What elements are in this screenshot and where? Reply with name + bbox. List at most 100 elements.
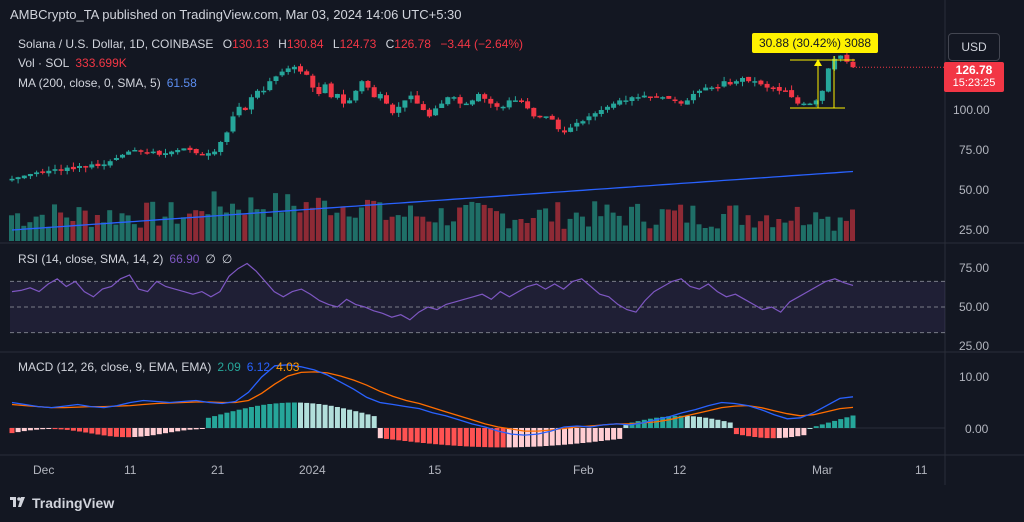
macd-histogram-bar xyxy=(21,428,27,432)
macd-histogram-bar xyxy=(52,428,58,430)
volume-legend[interactable]: Vol · SOL 333.699K xyxy=(18,56,127,70)
candle-body xyxy=(248,97,254,110)
macd-histogram-bar xyxy=(150,428,156,436)
volume-bar xyxy=(764,215,770,241)
time-tick: 12 xyxy=(673,463,687,477)
macd-histogram-bar xyxy=(617,428,623,439)
volume-bar xyxy=(389,216,395,241)
macd-histogram-bar xyxy=(592,428,598,442)
currency-button[interactable]: USD xyxy=(948,33,1000,61)
macd-signal-line xyxy=(11,371,854,432)
volume-bar xyxy=(444,225,450,241)
volume-bar xyxy=(622,225,628,241)
volume-bar xyxy=(518,219,524,241)
macd-histogram-bar xyxy=(95,428,101,435)
volume-bar xyxy=(481,204,487,241)
volume-bar xyxy=(543,208,549,241)
volume-bar xyxy=(279,212,285,241)
macd-histogram-bar xyxy=(365,414,371,428)
candle-body xyxy=(9,178,15,181)
volume-bar xyxy=(629,206,634,241)
candle-body xyxy=(703,87,709,91)
macd-histogram-bar xyxy=(242,408,248,428)
macd-histogram-bar xyxy=(537,428,543,447)
tradingview-logo[interactable]: TradingView xyxy=(10,495,114,511)
candle-body xyxy=(132,150,138,152)
candle-body xyxy=(439,103,445,108)
candle-body xyxy=(341,94,346,104)
candle-body xyxy=(844,54,850,62)
macd-histogram-bar xyxy=(58,428,64,430)
macd-histogram-bar xyxy=(838,419,844,428)
macd-histogram-bar xyxy=(371,416,377,428)
volume-bar xyxy=(672,210,677,241)
macd-legend[interactable]: MACD (12, 26, close, 9, EMA, EMA) 2.09 6.1… xyxy=(18,360,299,374)
symbol-name[interactable]: Solana / U.S. Dollar, 1D, COINBASE xyxy=(18,37,214,51)
macd-histogram-bar xyxy=(740,428,745,436)
volume-bar xyxy=(770,227,776,241)
candle-body xyxy=(212,151,218,155)
volume-bar xyxy=(555,202,561,241)
candle-body xyxy=(384,95,389,104)
candle-body xyxy=(101,164,107,167)
candle-body xyxy=(255,90,260,98)
candle-body xyxy=(660,97,666,99)
candle-body xyxy=(328,83,334,98)
ma-legend[interactable]: MA (200, close, 0, SMA, 5) 61.58 xyxy=(18,76,197,90)
rsi-legend[interactable]: RSI (14, close, SMA, 14, 2) 66.90 ∅ ∅ xyxy=(18,252,232,266)
macd-histogram-bar xyxy=(255,405,260,428)
candle-body xyxy=(322,84,328,94)
macd-histogram-bar xyxy=(574,428,580,444)
candle-body xyxy=(770,87,776,89)
macd-histogram-bar xyxy=(439,428,445,445)
volume-bar xyxy=(794,206,800,241)
candle-body xyxy=(850,61,856,68)
macd-histogram-bar xyxy=(525,428,531,447)
macd-histogram-bar xyxy=(248,407,254,428)
candle-body xyxy=(746,76,752,82)
candle-body xyxy=(236,106,242,116)
time-tick: 11 xyxy=(915,463,928,477)
macd-histogram-bar xyxy=(684,415,690,428)
volume-bar xyxy=(500,213,506,241)
macd-histogram-bar xyxy=(414,428,420,443)
candle-body xyxy=(555,119,561,130)
volume-bar xyxy=(727,205,733,241)
volume-bar xyxy=(598,216,604,241)
volume-bar xyxy=(451,221,456,241)
candle-body xyxy=(629,97,635,101)
macd-line-value: 6.12 xyxy=(246,360,271,374)
macd-histogram-bar xyxy=(654,417,660,428)
volume-bar xyxy=(825,216,831,241)
macd-histogram-bar xyxy=(819,424,825,428)
candle-body xyxy=(684,100,690,105)
macd-histogram-bar xyxy=(531,428,537,447)
last-price-badge: 126.78 15:23:25 xyxy=(944,62,1004,92)
candle-body xyxy=(365,81,371,88)
candle-body xyxy=(169,151,175,155)
macd-histogram-bar xyxy=(568,428,574,445)
publish-header: AMBCrypto_TA published on TradingView.co… xyxy=(10,7,462,22)
macd-histogram-bar xyxy=(562,428,567,445)
volume-bar xyxy=(205,214,211,241)
candle-body xyxy=(445,97,451,105)
macd-histogram-bar xyxy=(310,403,316,428)
macd-histogram-bar xyxy=(801,428,807,436)
open-label: O xyxy=(222,37,233,51)
macd-histogram-bar xyxy=(715,419,721,428)
close-label: C xyxy=(385,37,395,51)
volume-bar xyxy=(254,209,260,241)
volume-value: 333.699K xyxy=(75,56,127,70)
candle-body xyxy=(433,108,439,116)
macd-histogram-bar xyxy=(764,428,770,439)
candle-body xyxy=(390,104,396,114)
candle-body xyxy=(70,166,76,170)
ma-label: MA (200, close, 0, SMA, 5) xyxy=(18,76,161,90)
macd-histogram-bar xyxy=(752,428,758,437)
volume-bar xyxy=(586,226,591,241)
macd-histogram-bar xyxy=(580,428,586,443)
volume-bar xyxy=(199,211,205,241)
macd-histogram-bar xyxy=(721,421,727,428)
macd-histogram-bar xyxy=(672,415,678,428)
